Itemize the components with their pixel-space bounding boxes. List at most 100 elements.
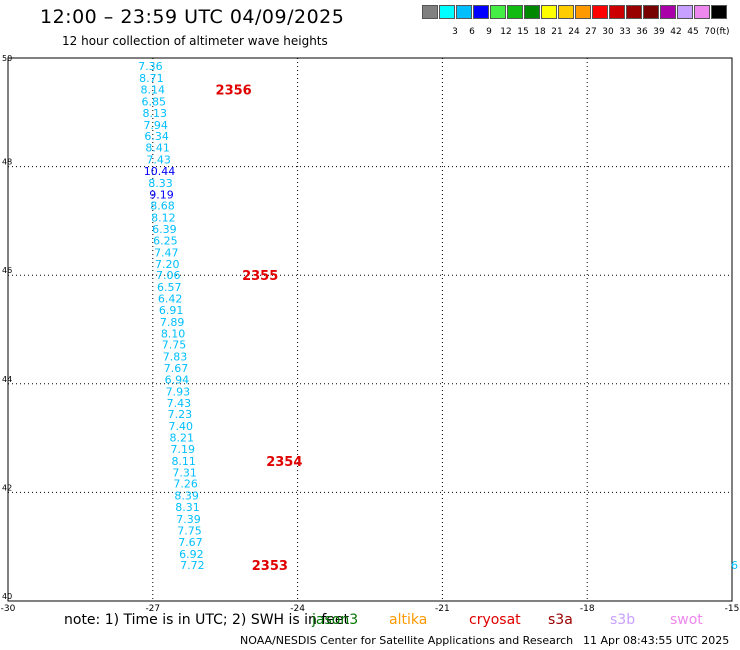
- color-swatch: [694, 5, 710, 19]
- wave-height-value: 6.91: [159, 304, 184, 317]
- color-scale-label: 70: [704, 27, 716, 37]
- wave-height-value: 7.67: [178, 536, 203, 549]
- wave-height-value: 8.21: [170, 432, 195, 445]
- wave-height-value: 10.44: [144, 165, 176, 178]
- color-swatch: [575, 5, 591, 19]
- wave-height-value: 7.06: [156, 269, 181, 282]
- wave-height-value: 7.40: [169, 420, 194, 433]
- y-tick-label: 46: [2, 266, 12, 275]
- color-swatch: [660, 5, 676, 19]
- wave-height-value: 8.71: [139, 72, 164, 85]
- x-tick-label: -21: [435, 604, 450, 614]
- wave-height-value: 7.75: [177, 524, 202, 537]
- color-scale-label: 12: [500, 27, 512, 37]
- x-tick-label: -18: [580, 604, 595, 614]
- plot-frame: [7, 57, 733, 602]
- satellite-legend-item: jason3: [312, 612, 359, 628]
- wave-height-value: 7.26: [173, 478, 198, 491]
- wave-height-value: 8.10: [161, 327, 186, 340]
- satellite-legend-item: swot: [670, 612, 703, 628]
- x-tick-label: -30: [1, 604, 16, 614]
- color-swatch: [711, 5, 727, 19]
- color-swatch: [422, 5, 438, 19]
- satellite-legend-item: s3b: [610, 612, 636, 628]
- color-scale-labels: 3 6 9 12 15 18 21 24 27 30 33 36 39 42 45 70 (ft): [422, 27, 740, 39]
- color-scale-label: 30: [602, 27, 614, 37]
- color-scale-label: 27: [585, 27, 597, 37]
- wave-height-value: 9.19: [149, 188, 174, 201]
- wave-height-value: 8.12: [151, 212, 176, 225]
- wave-height-value: 7.72: [180, 559, 205, 572]
- x-tick-label: -24: [290, 604, 305, 614]
- wave-height-value: 7.20: [155, 258, 180, 271]
- wave-height-value: 6.92: [179, 548, 204, 561]
- color-scale-label: 15: [517, 27, 529, 37]
- pass-number-label: 2354: [266, 455, 302, 470]
- wave-height-value: 6.85: [142, 95, 167, 108]
- color-scale-label: 36: [636, 27, 648, 37]
- y-tick-label: 44: [2, 375, 12, 384]
- color-scale-label: 18: [534, 27, 546, 37]
- wave-height-value: 7.47: [154, 246, 179, 259]
- wave-height-value: 7.31: [172, 466, 197, 479]
- color-swatch: [456, 5, 472, 19]
- color-scale-label: 3: [452, 27, 458, 37]
- wave-height-value: 7.19: [170, 443, 195, 456]
- wave-height-value: 7.39: [176, 513, 201, 526]
- wave-height-value: 7.67: [164, 362, 189, 375]
- generated-timestamp: 11 Apr 08:43:55 UTC 2025: [583, 634, 730, 647]
- color-swatch: [473, 5, 489, 19]
- footer-note: note: 1) Time is in UTC; 2) SWH is in fe…: [64, 612, 350, 628]
- wave-height-value: 8.31: [175, 501, 200, 514]
- x-tick-label: -15: [725, 604, 740, 614]
- color-swatch: [677, 5, 693, 19]
- satellite-legend-item: s3a: [548, 612, 573, 628]
- color-swatch: [439, 5, 455, 19]
- wave-height-value: 8.68: [150, 200, 175, 213]
- wave-height-value: 7.93: [166, 385, 191, 398]
- wave-height-value: 7.83: [163, 351, 188, 364]
- satellite-legend-item: cryosat: [469, 612, 521, 628]
- color-scale-legend: 3 6 9 12 15 18 21 24 27 30 33 36 39 42 45 70 (ft): [422, 5, 730, 37]
- color-swatch: [626, 5, 642, 19]
- pass-number-label: 2353: [252, 559, 288, 574]
- y-tick-label: 50: [2, 54, 12, 63]
- color-scale-label: 33: [619, 27, 631, 37]
- wave-height-value: 8.39: [174, 490, 199, 503]
- wave-height-value: 8.11: [171, 455, 196, 468]
- pass-number-label: 2356: [216, 83, 252, 98]
- wave-height-value: 7.43: [167, 397, 192, 410]
- color-scale-label: 39: [653, 27, 665, 37]
- chart-title: 12:00 – 23:59 UTC 04/09/2025: [40, 6, 345, 28]
- wave-height-value: 7.36: [138, 60, 163, 73]
- wave-height-value: 7.23: [168, 408, 193, 421]
- color-scale-label: 24: [568, 27, 580, 37]
- wave-height-value: 7.43: [146, 154, 171, 167]
- color-scale-label: 45: [687, 27, 699, 37]
- y-tick-label: 42: [2, 483, 12, 492]
- wave-height-value: 6.39: [152, 223, 177, 236]
- wave-height-value: 7.89: [160, 316, 185, 329]
- wave-height-value: 8.13: [142, 107, 167, 120]
- wave-height-value: 6.42: [158, 293, 183, 306]
- wave-height-value: 6.94: [165, 373, 190, 386]
- y-tick-label: 48: [2, 158, 12, 167]
- color-swatch: [609, 5, 625, 19]
- color-swatch: [490, 5, 506, 19]
- wave-height-value: 6.57: [157, 281, 182, 294]
- wave-height-value: 8.33: [148, 177, 173, 190]
- x-tick-label: -27: [145, 604, 160, 614]
- color-swatch: [643, 5, 659, 19]
- color-scale-swatches: [422, 5, 728, 19]
- color-scale-label: 9: [486, 27, 492, 37]
- wave-height-value: 7.75: [162, 339, 187, 352]
- y-tick-label: 40: [2, 592, 12, 601]
- color-swatch: [541, 5, 557, 19]
- color-scale-unit: (ft): [716, 27, 730, 37]
- color-swatch: [558, 5, 574, 19]
- color-scale-label: 42: [670, 27, 682, 37]
- wave-height-value: 8.14: [141, 83, 166, 96]
- color-scale-label: 6: [469, 27, 475, 37]
- color-swatch: [507, 5, 523, 19]
